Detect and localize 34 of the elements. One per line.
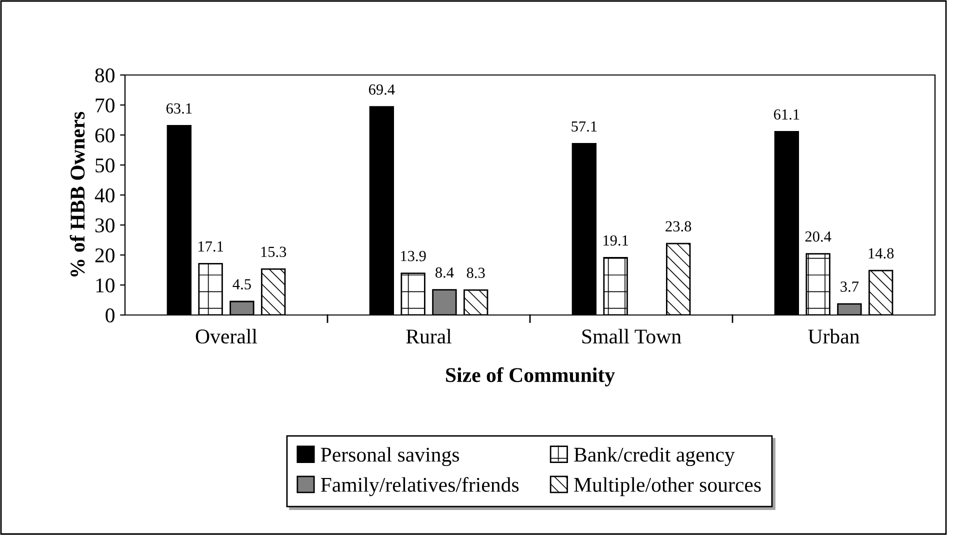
- x-tick-label: Urban: [808, 328, 860, 344]
- legend-label: Personal savings: [320, 447, 460, 466]
- data-label: 20.4: [805, 231, 832, 242]
- y-tick-label: 10: [96, 278, 114, 292]
- data-label: 61.1: [774, 109, 800, 120]
- y-tick-label: 80: [95, 68, 114, 82]
- data-label: 8.3: [466, 268, 485, 278]
- y-tick-label: 20: [95, 248, 114, 262]
- x-axis-title: Size of Community: [446, 367, 615, 386]
- data-label: 69.4: [368, 84, 395, 95]
- y-axis-title: % of HBB Owners: [70, 112, 85, 276]
- legend-label: Bank/credit agency: [574, 447, 735, 466]
- data-label: 57.1: [572, 121, 597, 132]
- data-label: 23.8: [666, 221, 692, 232]
- data-label: 8.4: [435, 267, 454, 278]
- y-tick-label: 60: [95, 128, 114, 142]
- data-label: 17.1: [198, 241, 224, 252]
- data-label: 15.3: [261, 246, 286, 258]
- y-tick-label: 40: [94, 188, 114, 202]
- legend-label: Family/relatives/friends: [320, 477, 519, 496]
- data-label: 13.9: [401, 250, 426, 262]
- y-tick-label: 30: [95, 218, 114, 232]
- y-tick-label: 0: [106, 308, 114, 322]
- data-label: 19.1: [604, 235, 628, 246]
- x-tick-label: Small Town: [582, 328, 682, 344]
- data-label: 63.1: [166, 103, 192, 114]
- data-label: 4.5: [232, 279, 251, 290]
- y-tick-label: 70: [96, 98, 114, 112]
- data-label: 3.7: [840, 282, 859, 292]
- x-tick-label: Rural: [406, 328, 452, 344]
- y-tick-label: 50: [96, 158, 114, 172]
- x-tick-label: Overall: [196, 328, 258, 344]
- data-label: 14.8: [868, 248, 894, 259]
- legend-label: Multiple/other sources: [574, 477, 761, 496]
